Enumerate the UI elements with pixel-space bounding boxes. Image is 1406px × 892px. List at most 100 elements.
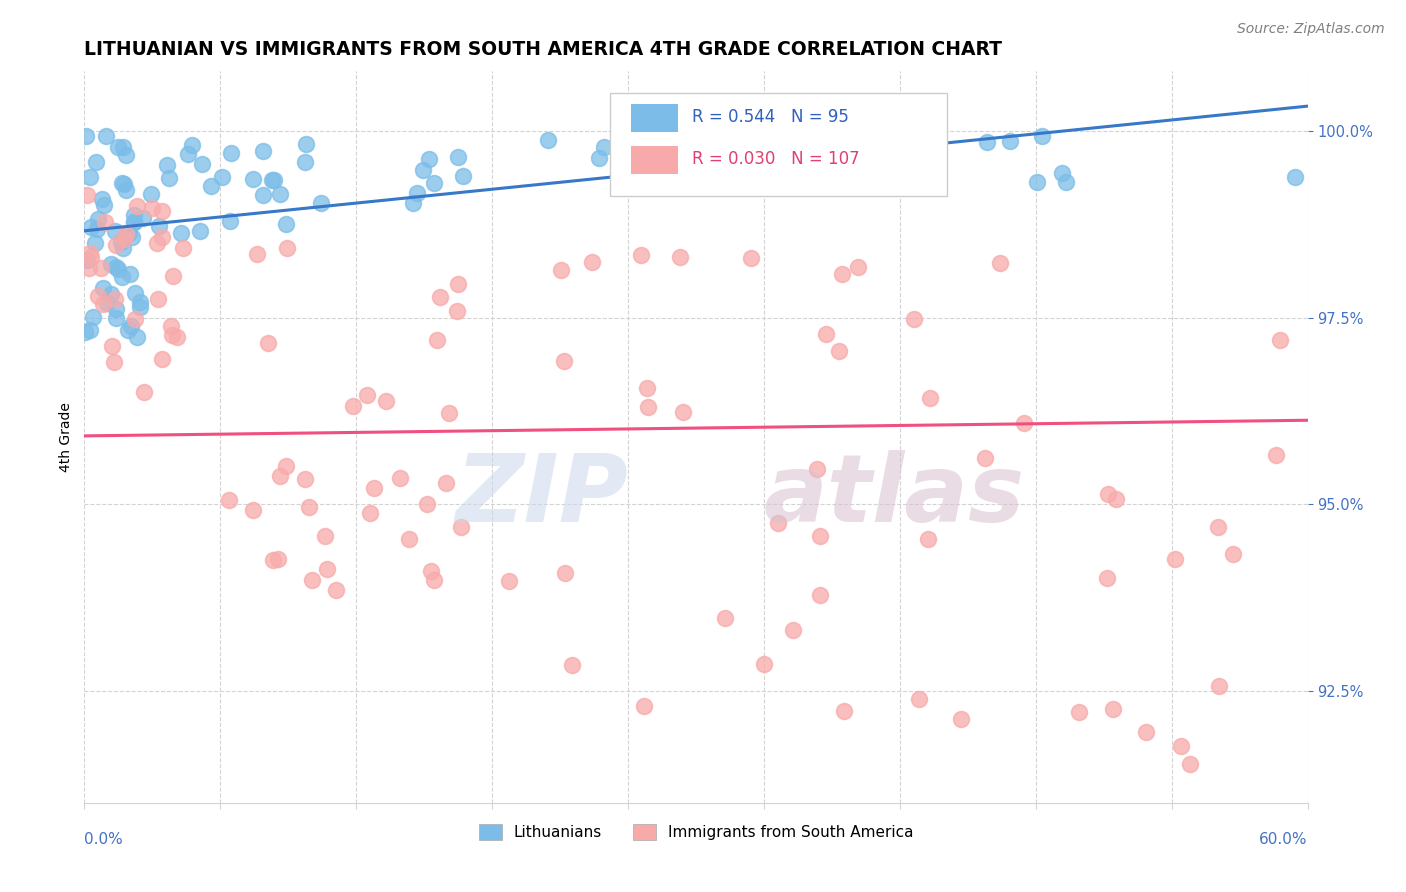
Point — [139, 187, 162, 202]
Point — [73, 326, 96, 340]
Point — [200, 179, 222, 194]
Point — [129, 294, 152, 309]
Point — [257, 336, 280, 351]
Point — [96, 295, 118, 310]
Point — [75, 128, 97, 143]
Point — [91, 281, 114, 295]
Point — [636, 137, 658, 152]
Point — [672, 405, 695, 419]
Point — [188, 224, 211, 238]
Point — [630, 248, 652, 262]
Text: R = 0.030   N = 107: R = 0.030 N = 107 — [692, 150, 860, 168]
Point — [146, 292, 169, 306]
Point — [91, 297, 114, 311]
Point — [553, 354, 575, 368]
Point — [418, 152, 440, 166]
Point — [120, 318, 142, 333]
Point — [434, 476, 457, 491]
Point — [592, 140, 614, 154]
Point — [537, 133, 560, 147]
Point — [724, 153, 747, 167]
Text: 0.0%: 0.0% — [84, 832, 124, 847]
Point — [740, 251, 762, 265]
Point — [117, 226, 139, 240]
Point — [808, 529, 831, 543]
Point — [637, 400, 659, 414]
Point — [120, 267, 142, 281]
Point — [976, 135, 998, 149]
Point — [893, 157, 915, 171]
Point — [356, 388, 378, 402]
Point — [870, 129, 893, 144]
Point — [162, 268, 184, 283]
Text: Source: ZipAtlas.com: Source: ZipAtlas.com — [1237, 22, 1385, 37]
Point — [1170, 739, 1192, 753]
Point — [294, 472, 316, 486]
Point — [263, 173, 285, 187]
Point — [124, 312, 146, 326]
Point — [94, 215, 117, 229]
Point — [1284, 169, 1306, 184]
Point — [107, 139, 129, 153]
Point — [76, 253, 98, 268]
Point — [246, 247, 269, 261]
Point — [141, 201, 163, 215]
Point — [86, 221, 108, 235]
Point — [990, 255, 1012, 269]
Point — [79, 261, 101, 276]
Point — [124, 285, 146, 300]
Point — [752, 657, 775, 671]
Point — [104, 224, 127, 238]
Point — [276, 458, 298, 473]
Point — [920, 391, 942, 405]
Point — [426, 333, 449, 347]
Point — [831, 267, 853, 281]
Point — [94, 128, 117, 143]
Point — [636, 132, 658, 146]
Point — [1180, 756, 1202, 771]
Point — [314, 529, 336, 543]
Point — [252, 188, 274, 202]
Point — [832, 167, 855, 181]
Point — [86, 154, 108, 169]
Point — [1054, 175, 1077, 189]
Point — [808, 588, 831, 602]
Point — [834, 704, 856, 718]
Point — [132, 384, 155, 399]
Point — [79, 169, 101, 184]
Text: atlas: atlas — [763, 450, 1025, 541]
Point — [162, 328, 184, 343]
Point — [156, 158, 179, 172]
Point — [416, 497, 439, 511]
Point — [122, 208, 145, 222]
Point — [301, 573, 323, 587]
Point — [560, 658, 582, 673]
Point — [700, 149, 723, 163]
Point — [150, 352, 173, 367]
Point — [294, 137, 316, 152]
Point — [111, 140, 134, 154]
Point — [276, 241, 298, 255]
Point — [93, 198, 115, 212]
Point — [450, 519, 472, 533]
Point — [950, 712, 973, 726]
Point — [1067, 705, 1090, 719]
Point — [105, 302, 128, 317]
Point — [869, 147, 891, 161]
Point — [181, 137, 204, 152]
Point — [269, 186, 291, 201]
Point — [815, 326, 838, 341]
Point — [117, 322, 139, 336]
Point — [846, 260, 869, 274]
Point — [100, 287, 122, 301]
Point — [262, 553, 284, 567]
Point — [111, 270, 134, 285]
Point — [998, 134, 1021, 148]
Point — [170, 226, 193, 240]
FancyBboxPatch shape — [610, 94, 946, 195]
Point — [82, 310, 104, 325]
Point — [218, 493, 240, 508]
Point — [1050, 166, 1073, 180]
Point — [1097, 571, 1119, 585]
Point — [419, 564, 441, 578]
